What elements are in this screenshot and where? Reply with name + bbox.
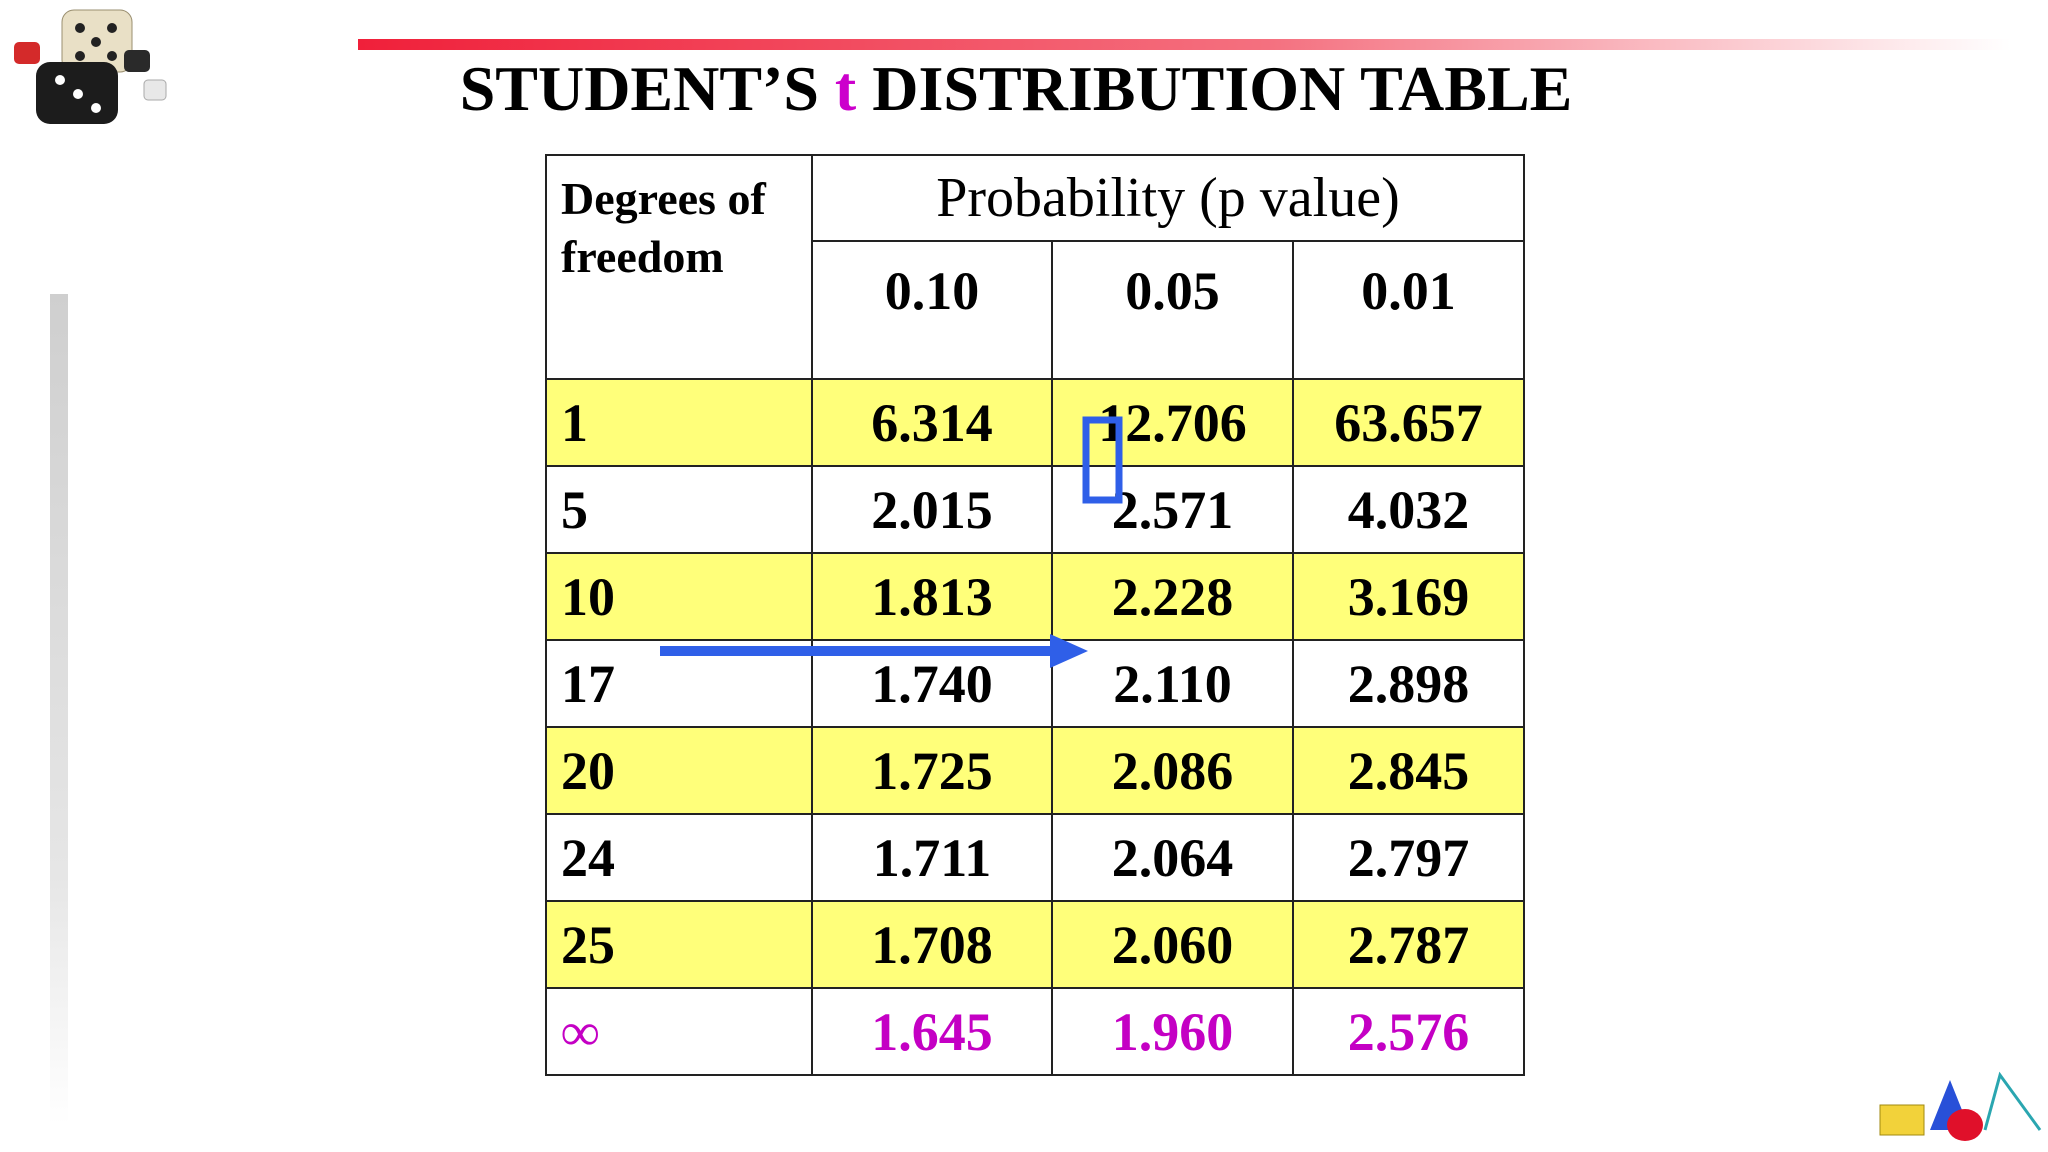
df-cell: 20 (545, 726, 813, 815)
value-cell: 6.314 (811, 378, 1053, 467)
table-row: 1 6.314 12.706 63.657 (545, 378, 1525, 467)
table-row: 20 1.725 2.086 2.845 (545, 726, 1525, 815)
df-cell: 25 (545, 900, 813, 989)
table-row: 5 2.015 2.571 4.032 (545, 465, 1525, 554)
value-cell: 4.032 (1292, 465, 1525, 554)
df-cell: ∞ (545, 987, 813, 1076)
table-row: ∞ 1.645 1.960 2.576 (545, 987, 1525, 1076)
column-header: 0.10 (811, 240, 1053, 380)
value-cell: 2.086 (1051, 726, 1294, 815)
value-cell: 2.228 (1051, 552, 1294, 641)
title-suffix: DISTRIBUTION TABLE (872, 53, 1573, 124)
value-cell: 2.797 (1292, 813, 1525, 902)
value-cell: 2.845 (1292, 726, 1525, 815)
value-cell: 2.060 (1051, 900, 1294, 989)
slide-title: STUDENT’S t DISTRIBUTION TABLE (358, 52, 1674, 126)
header-row: Degrees of freedom Probability (p value) (545, 154, 1525, 380)
value-cell: 1.645 (811, 987, 1053, 1076)
value-cell: 1.711 (811, 813, 1053, 902)
value-cell: 2.787 (1292, 900, 1525, 989)
table-row: 24 1.711 2.064 2.797 (545, 813, 1525, 902)
value-cell: 2.064 (1051, 813, 1294, 902)
df-cell: 5 (545, 465, 813, 554)
probability-header: Probability (p value) (811, 154, 1525, 242)
t-table: Degrees of freedom Probability (p value)… (545, 154, 1525, 1076)
degrees-header: Degrees of freedom (545, 154, 813, 380)
value-cell: 1.725 (811, 726, 1053, 815)
df-cell: 1 (545, 378, 813, 467)
table-row: 25 1.708 2.060 2.787 (545, 900, 1525, 989)
df-cell: 24 (545, 813, 813, 902)
table-body: Degrees of freedom Probability (p value)… (545, 154, 1525, 1076)
title-t: t (834, 53, 857, 124)
value-cell: 1.960 (1051, 987, 1294, 1076)
table-row: 10 1.813 2.228 3.169 (545, 552, 1525, 641)
value-cell: 3.169 (1292, 552, 1525, 641)
column-header: 0.05 (1051, 240, 1294, 380)
value-cell: 1.813 (811, 552, 1053, 641)
math-icon (1879, 1071, 2042, 1141)
value-cell: 1.708 (811, 900, 1053, 989)
value-cell: 2.015 (811, 465, 1053, 554)
column-header-row: 0.10 0.05 0.01 (546, 240, 1525, 380)
df-cell: 10 (545, 552, 813, 641)
column-header: 0.01 (1292, 240, 1525, 380)
value-cell: 63.657 (1292, 378, 1525, 467)
annotation-arrowhead (1050, 634, 1088, 668)
title-bar (358, 39, 2011, 50)
value-cell: 2.576 (1292, 987, 1525, 1076)
dice-icon (14, 9, 167, 124)
side-bar (50, 294, 68, 1124)
value-cell: 2.571 (1051, 465, 1294, 554)
value-cell: 2.110 (1051, 639, 1294, 728)
value-cell: 2.898 (1292, 639, 1525, 728)
annotation-box (1082, 416, 1123, 504)
title-prefix: STUDENT’S (459, 53, 819, 124)
